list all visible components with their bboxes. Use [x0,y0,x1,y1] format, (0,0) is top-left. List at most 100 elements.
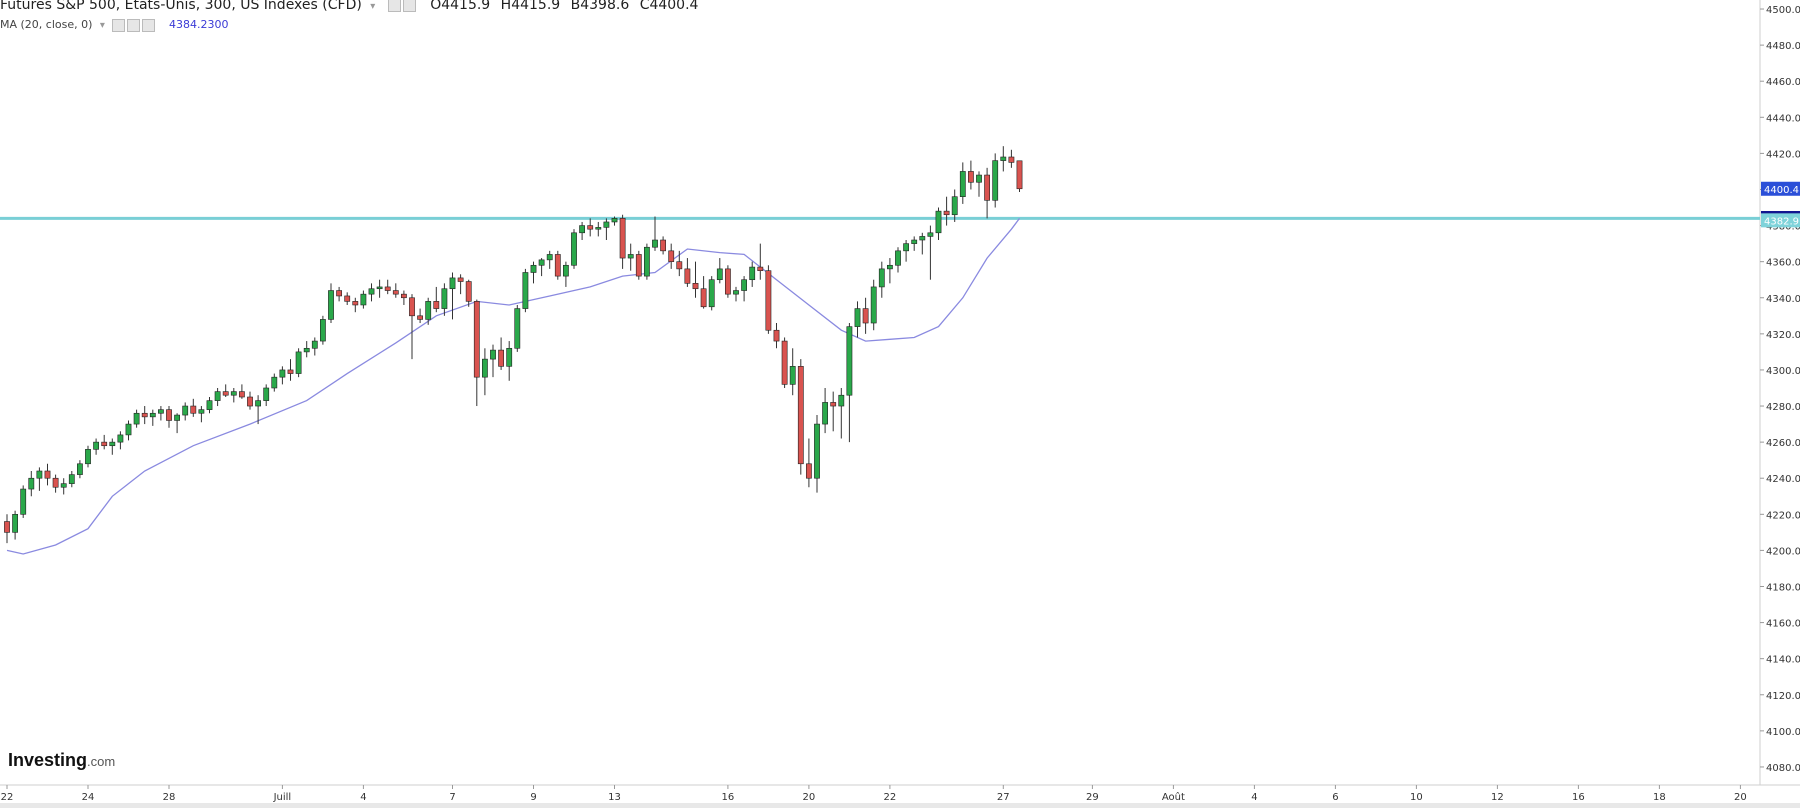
candle-body [287,369,294,374]
candle-body [117,434,124,443]
candle-body [279,369,286,378]
x-tick-label: 28 [163,792,176,803]
candle-body [336,290,342,297]
candle-body [449,277,456,290]
candle-body [77,463,83,475]
symbol-title[interactable]: Futures S&P 500, Etats-Unis, 300, US Ind… [0,0,362,13]
y-tick-label: 4300.0 [1766,366,1800,377]
candle-body [1016,160,1023,190]
y-tick-label: 4280.0 [1766,402,1800,413]
y-tick-label: 4500.0 [1766,5,1800,16]
candle-body [733,290,739,295]
candle-body [919,236,926,241]
candle-body [984,174,990,201]
candle-body [895,250,901,266]
moving-average-line [6,218,1021,555]
brand-name: Investing [8,750,88,770]
candle-body [68,474,75,484]
candle-body [886,264,893,270]
candle-body [546,254,553,261]
candle-body [814,423,820,479]
candle-body [870,286,877,324]
y-tick-label: 4440.0 [1766,113,1800,124]
candle-body [230,391,237,396]
candle-body [538,259,545,266]
candle-body [392,290,399,295]
candle-body [781,340,788,385]
ohlc-open: O4415.9 [430,0,491,13]
candle-body [490,349,496,360]
y-tick-label: 4240.0 [1766,474,1800,485]
candle-body [903,243,909,252]
candle-body [52,477,59,488]
candle-body [384,286,391,291]
y-tick-label: 4160.0 [1766,619,1800,630]
candle-body [992,160,999,201]
candle-body [60,483,67,488]
candle-body [311,340,318,349]
candle-body [1008,156,1015,163]
source-icon[interactable] [402,0,416,12]
chevron-down-icon[interactable]: ▾ [370,1,376,12]
candle-body [554,254,561,277]
brand-suffix: .com [87,754,116,769]
candle-body [838,394,845,407]
indicator-close-icon[interactable] [142,18,156,32]
candle-body [652,239,658,248]
candle-body [976,174,982,183]
candle-body [635,254,642,277]
candle-body [684,268,691,284]
candle-body [627,254,634,259]
candle-body [214,391,221,401]
candle-body [498,349,504,367]
price-badge [1761,213,1800,228]
candle-body [36,470,43,479]
candle-body [506,347,513,367]
candle-body [854,308,861,327]
indicator-settings-icon[interactable] [127,18,141,32]
x-tick-label: Août [1162,791,1185,803]
candle-body [133,412,140,425]
candle-body [433,301,440,309]
indicator-visibility-icon[interactable] [112,18,126,32]
candle-body [765,270,772,331]
candle-body [522,272,529,309]
candle-body [441,288,448,309]
candle-body [951,196,958,216]
indicator-legend: MA (20, close, 0) ▾ 4384.2300 [0,18,228,32]
candle-body [352,301,359,306]
candle-body [708,279,715,308]
candle-body [716,268,723,281]
candle-body [757,266,764,271]
chevron-down-icon[interactable]: ▾ [99,20,105,31]
x-tick-label: 24 [82,792,95,803]
x-tick-label: 20 [1734,792,1747,803]
candle-body [603,221,610,228]
header-settings-icons[interactable] [387,0,418,13]
x-tick-label: 22 [1,792,14,803]
candle-body [805,463,812,479]
candle-body [149,412,156,418]
x-tick-label: 4 [360,792,366,803]
candle-body [846,326,853,396]
candle-body [668,250,675,262]
candle-body [1000,156,1007,161]
settings-icon[interactable] [387,0,401,12]
ohlc-low: B4398.6 [570,0,630,13]
candle-body [797,366,804,465]
x-tick-label: 6 [1332,792,1338,803]
indicator-value: 4384.2300 [168,18,229,31]
candle-body [514,308,521,349]
candle-body [20,488,27,515]
y-tick-label: 4180.0 [1766,582,1800,593]
investing-logo[interactable]: Investing.com [8,750,115,771]
indicator-label[interactable]: MA (20, close, 0) [0,18,93,31]
x-tick-label: 18 [1653,792,1666,803]
candle-body [166,409,172,421]
candle-body [911,239,918,244]
candle-body [344,295,351,302]
candle-body [182,405,189,416]
candle-body [125,423,132,436]
